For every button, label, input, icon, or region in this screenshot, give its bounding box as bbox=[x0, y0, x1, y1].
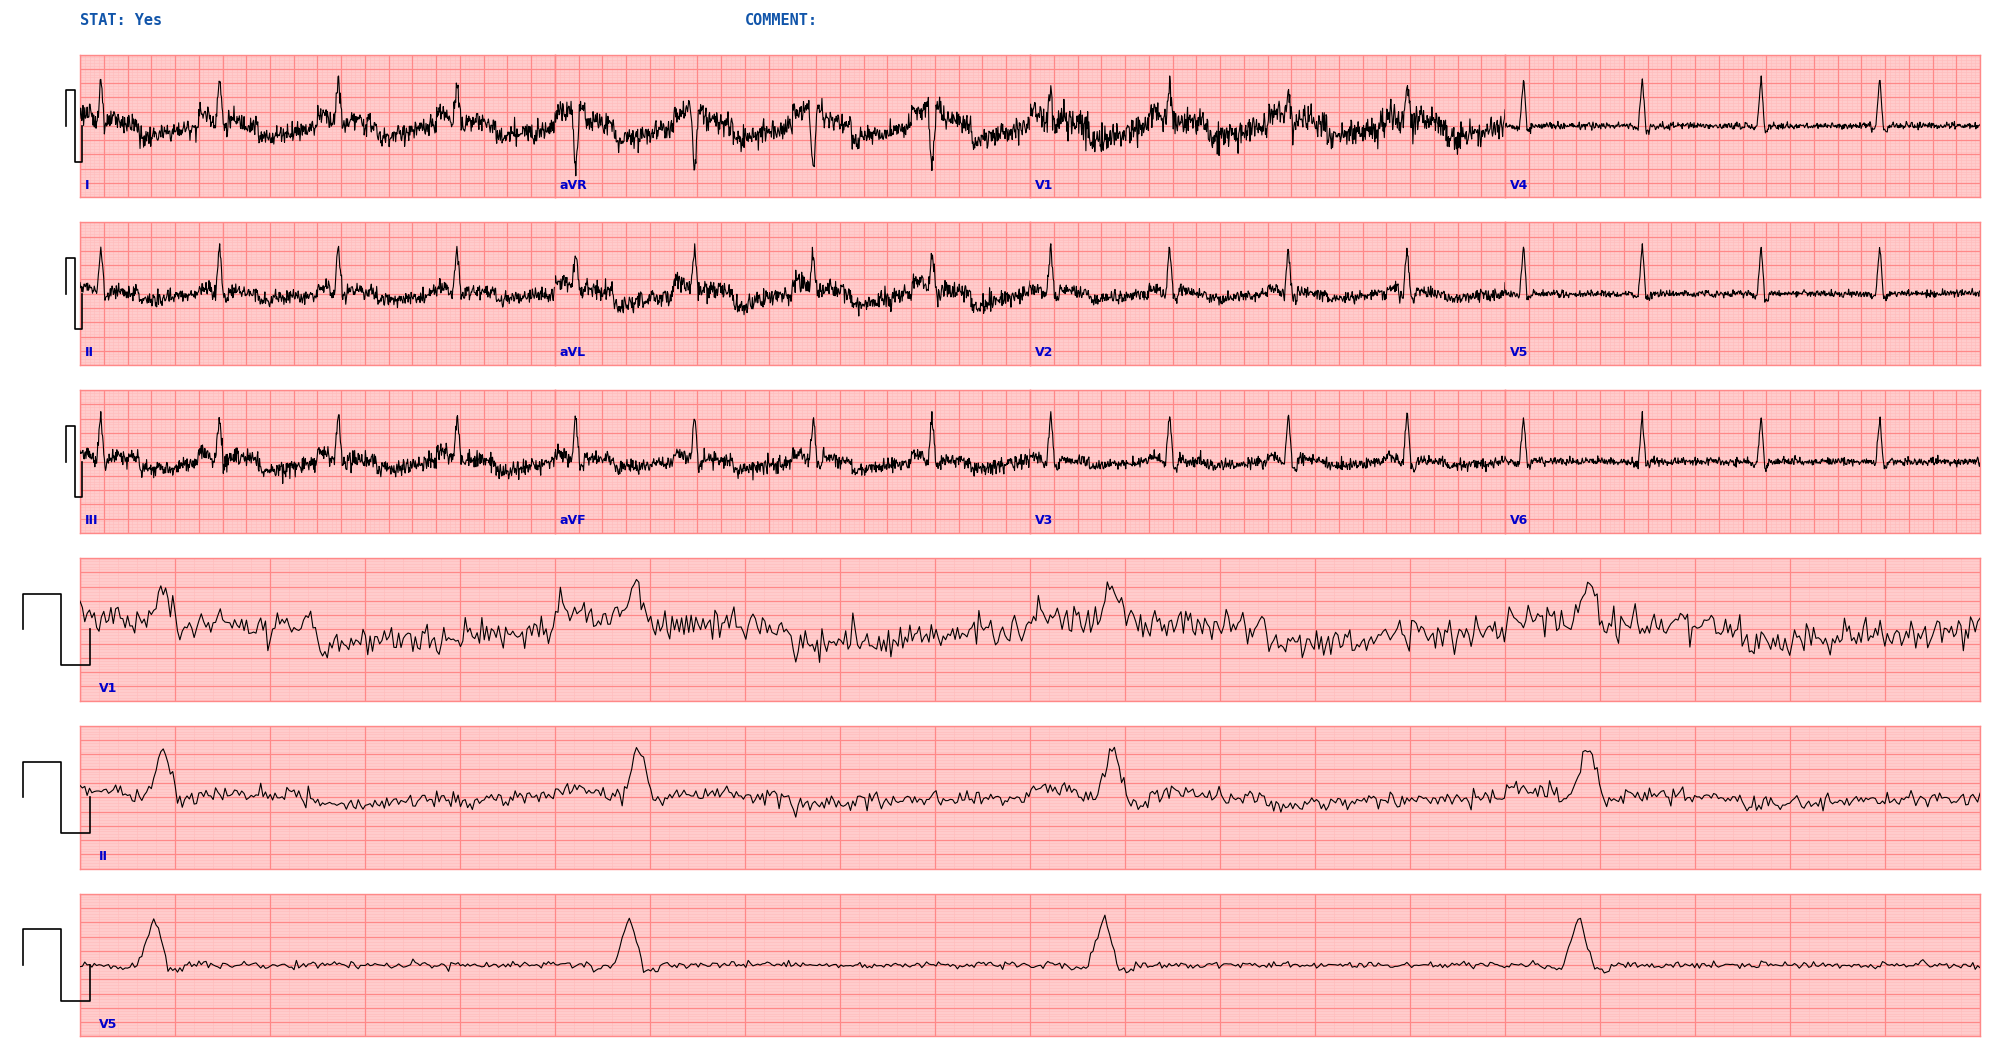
Text: aVF: aVF bbox=[560, 514, 586, 528]
Text: COMMENT:: COMMENT: bbox=[744, 14, 818, 28]
Text: V1: V1 bbox=[1034, 178, 1054, 192]
Text: II: II bbox=[100, 850, 108, 863]
Text: V1: V1 bbox=[100, 682, 118, 695]
Text: III: III bbox=[84, 514, 98, 528]
Text: I: I bbox=[84, 178, 90, 192]
Text: V2: V2 bbox=[1034, 346, 1054, 360]
Text: V5: V5 bbox=[100, 1018, 118, 1031]
Text: V3: V3 bbox=[1034, 514, 1052, 528]
Text: V5: V5 bbox=[1510, 346, 1528, 360]
Text: V6: V6 bbox=[1510, 514, 1528, 528]
Text: aVR: aVR bbox=[560, 178, 588, 192]
Text: aVL: aVL bbox=[560, 346, 586, 360]
Text: STAT: Yes: STAT: Yes bbox=[80, 14, 162, 28]
Text: II: II bbox=[84, 346, 94, 360]
Text: V4: V4 bbox=[1510, 178, 1528, 192]
